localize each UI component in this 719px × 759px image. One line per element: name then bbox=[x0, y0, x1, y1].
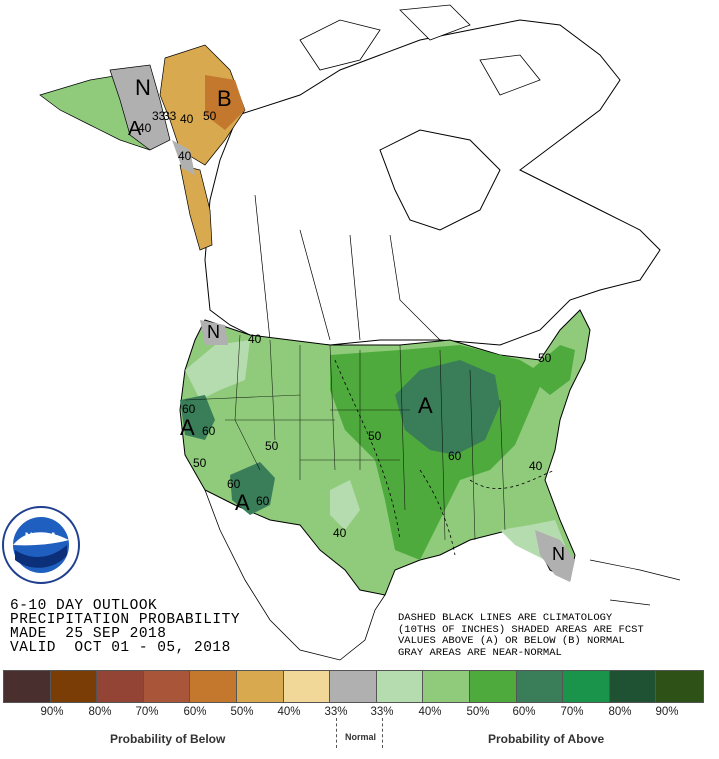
az-60-label: 60 bbox=[227, 477, 241, 491]
legend-label-5: 40% bbox=[277, 706, 301, 718]
climatology-lines bbox=[334, 359, 556, 556]
yukon-40-label: 40 bbox=[178, 149, 192, 163]
outlook-title-block: 6-10 DAY OUTLOOK PRECIPITATION PROBABILI… bbox=[10, 598, 241, 656]
note-line-2: (10THS OF INCHES) SHADED AREAS ARE FCST bbox=[398, 623, 644, 636]
legend-swatch-9 bbox=[423, 671, 470, 702]
dark-green-ca bbox=[180, 395, 215, 440]
gray-pnw bbox=[200, 320, 228, 345]
pnw-40-label: 40 bbox=[248, 332, 262, 346]
above-title: Probability of Above bbox=[488, 732, 605, 746]
legend-swatch-4 bbox=[190, 671, 237, 702]
bc-coast-tan bbox=[179, 164, 213, 251]
ca-60-label: 60 bbox=[182, 402, 196, 416]
legend-swatch-6 bbox=[283, 671, 331, 702]
state-lines bbox=[184, 334, 506, 541]
legend-label-1: 80% bbox=[88, 706, 112, 718]
alaska-33-label-a: 33 bbox=[152, 109, 166, 123]
alaska-40b-label: 40 bbox=[138, 121, 152, 135]
se-40-label: 40 bbox=[529, 459, 543, 473]
light-green-area bbox=[185, 340, 250, 400]
legend-label-8: 40% bbox=[418, 706, 442, 718]
alaska-50-label: 50 bbox=[203, 109, 217, 123]
light-green-tx bbox=[330, 480, 360, 530]
alaska-40-label: 40 bbox=[180, 112, 194, 126]
legend-label-2: 70% bbox=[135, 706, 159, 718]
ca-a-label: A bbox=[180, 415, 195, 440]
normal-divider-left bbox=[336, 718, 337, 748]
tx-40-label: 40 bbox=[333, 526, 347, 540]
bc-coast-gray bbox=[172, 140, 195, 175]
alaska-a-label: A bbox=[128, 118, 142, 140]
plains-50-label: 50 bbox=[368, 429, 382, 443]
outlook-line-4: VALID OCT 01 - 05, 2018 bbox=[10, 640, 231, 656]
pnw-n-label: N bbox=[207, 322, 220, 342]
normal-divider-right bbox=[382, 718, 383, 748]
hudson-bay bbox=[379, 129, 501, 231]
legend-label-3: 60% bbox=[183, 706, 207, 718]
gl-a-label: A bbox=[418, 393, 433, 418]
legend-swatch-2 bbox=[97, 671, 144, 702]
mexico-outline bbox=[204, 489, 386, 661]
map-note-block: DASHED BLACK LINES ARE CLIMATOLOGY (10TH… bbox=[398, 612, 644, 659]
fl-n-label: N bbox=[552, 544, 565, 564]
alaska-tan bbox=[159, 44, 246, 166]
legend-label-9: 50% bbox=[466, 706, 490, 718]
alaska-33-label-b: 33 bbox=[163, 109, 177, 123]
legend-label-4: 50% bbox=[230, 706, 254, 718]
noaa-logo: NOAA bbox=[2, 506, 80, 584]
alaska-n-label: N bbox=[135, 75, 151, 100]
legend-swatch-10 bbox=[469, 671, 517, 702]
probability-legend: 90% 80% 70% 60% 50% 40% 33% 33% 40% 50% 60% 70% 80% 9… bbox=[0, 670, 719, 759]
outlook-map: N B A 33 33 40 50 40 40 N 40 60 A 60 50 … bbox=[2, 4, 681, 661]
gray-florida bbox=[535, 530, 575, 582]
note-line-3: VALUES ABOVE (A) OR BELOW (B) NORMAL bbox=[398, 635, 625, 647]
legend-swatch-14 bbox=[656, 671, 703, 702]
az-60b-label: 60 bbox=[256, 494, 270, 508]
normal-title: Normal bbox=[345, 732, 377, 742]
legend-swatch-1 bbox=[50, 671, 98, 702]
legend-label-6: 33% bbox=[324, 706, 348, 718]
legend-swatch-7 bbox=[330, 671, 377, 702]
legend-label-7: 33% bbox=[370, 706, 394, 718]
nv-50-label: 50 bbox=[193, 456, 207, 470]
legend-swatch-12 bbox=[563, 671, 610, 702]
caribbean bbox=[589, 559, 681, 606]
az-a-label: A bbox=[235, 490, 250, 515]
legend-swatches bbox=[3, 670, 704, 703]
legend-swatch-11 bbox=[516, 671, 564, 702]
legend-label-11: 70% bbox=[560, 706, 584, 718]
note-line-1: DASHED BLACK LINES ARE CLIMATOLOGY bbox=[398, 612, 613, 624]
legend-swatch-3 bbox=[143, 671, 191, 702]
note-line-4: GRAY AREAS ARE NEAR-NORMAL bbox=[398, 646, 562, 659]
outlook-line-3: MADE 25 SEP 2018 bbox=[10, 626, 167, 642]
ne-50-label: 50 bbox=[538, 351, 552, 365]
dark-green-great-lakes bbox=[395, 360, 500, 455]
legend-swatch-5 bbox=[236, 671, 284, 702]
legend-swatch-8 bbox=[376, 671, 424, 702]
alaska-brown bbox=[205, 75, 245, 130]
below-title: Probability of Below bbox=[110, 732, 226, 746]
ut-50-label: 50 bbox=[265, 439, 279, 453]
legend-label-0: 90% bbox=[40, 706, 64, 718]
province-lines bbox=[254, 194, 441, 341]
legend-swatch-13 bbox=[609, 671, 657, 702]
med-green-ne bbox=[525, 345, 575, 395]
dark-green-az bbox=[230, 462, 275, 515]
svg-text:NOAA: NOAA bbox=[25, 531, 57, 543]
midwest-60-label: 60 bbox=[448, 449, 462, 463]
outlook-line-1: 6-10 DAY OUTLOOK bbox=[10, 598, 158, 614]
alaska-b-label: B bbox=[217, 86, 232, 111]
legend-label-13: 90% bbox=[655, 706, 679, 718]
legend-label-12: 80% bbox=[608, 706, 632, 718]
arctic-islands bbox=[299, 4, 541, 96]
legend-label-10: 60% bbox=[512, 706, 536, 718]
alaska-gray bbox=[109, 64, 171, 151]
ca-60b-label: 60 bbox=[202, 424, 216, 438]
legend-swatch-0 bbox=[4, 671, 51, 702]
outlook-line-2: PRECIPITATION PROBABILITY bbox=[10, 612, 241, 628]
